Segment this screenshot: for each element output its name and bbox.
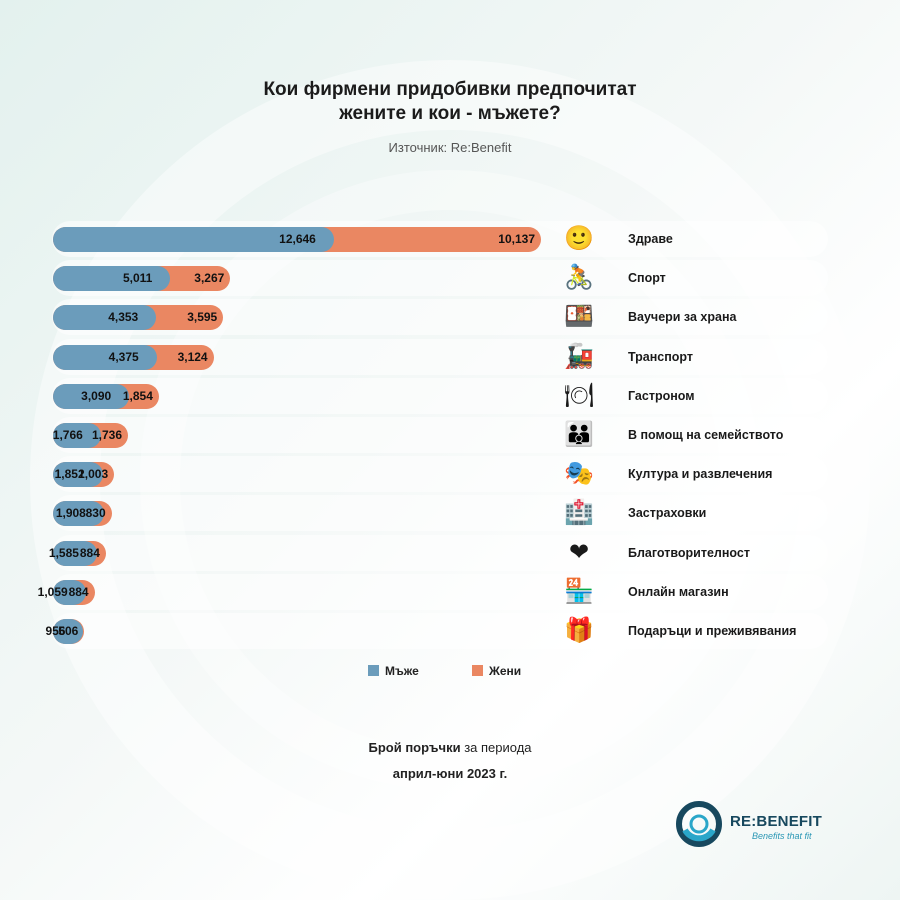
row-background [52, 378, 828, 414]
value-label-men: 1,852 [54, 467, 85, 481]
legend-men-swatch [368, 665, 379, 676]
category-label: Здраве [628, 232, 673, 246]
category-label: Транспорт [628, 350, 694, 364]
bar-men [53, 423, 101, 448]
caption-line-2: април-юни 2023 г. [392, 766, 508, 781]
category-icon: 🙂 [564, 225, 594, 252]
category-icon: 🚴 [564, 264, 594, 291]
value-label-men: 12,646 [279, 232, 316, 246]
bar-men [53, 266, 171, 291]
value-label-men: 4,353 [108, 310, 139, 324]
value-label-women: 506 [58, 624, 79, 638]
category-icon: 🎭 [564, 460, 594, 487]
category-label: Спорт [628, 271, 666, 285]
caption-rest: за периода [460, 740, 532, 755]
category-label: В помощ на семейството [628, 428, 784, 442]
value-label-women: 1,854 [122, 389, 153, 403]
value-label-men: 4,375 [108, 350, 139, 364]
category-icon: 🏥 [564, 499, 594, 526]
value-label-men: 1,766 [52, 428, 83, 442]
value-label-women: 1,003 [78, 467, 109, 481]
category-icon: 🎁 [564, 617, 594, 644]
value-label-men: 5,011 [122, 271, 153, 285]
row-background [52, 456, 828, 492]
value-label-women: 1,736 [91, 428, 122, 442]
category-icon: 🍱 [564, 303, 594, 330]
category-label: Ваучери за храна [628, 310, 737, 324]
bar-men [53, 619, 84, 644]
category-icon: 👪 [564, 421, 594, 448]
category-label: Онлайн магазин [628, 585, 729, 599]
bar-men [53, 345, 157, 370]
category-label: Култура и развлечения [628, 467, 773, 481]
value-label-men: 1,908 [55, 506, 86, 520]
category-icon: 🍽 [564, 382, 595, 409]
logo-name: RE:BENEFIT [730, 813, 822, 830]
legend-women-label: Жени [489, 664, 522, 678]
value-label-men: 3,090 [81, 389, 112, 403]
bar-men [53, 227, 334, 252]
chart-title: Кои фирмени придобивки предпочитат женит… [0, 78, 900, 126]
value-label-women: 10,137 [498, 232, 535, 246]
category-label: Подаръци и преживявания [628, 624, 797, 638]
row-background [52, 574, 828, 610]
title-line-2: жените и кои - мъжете? [339, 103, 561, 124]
legend-men: Мъже [368, 664, 419, 678]
value-label-women: 830 [85, 506, 106, 520]
value-label-women: 3,124 [177, 350, 208, 364]
category-label: Благотворителност [628, 546, 750, 560]
value-label-men: 1,059 [37, 585, 68, 599]
value-label-women: 884 [79, 546, 100, 560]
rebenefit-logo-icon [676, 801, 722, 847]
row-background [52, 417, 828, 453]
legend-women-swatch [472, 665, 483, 676]
bar-men [53, 541, 97, 566]
bar-men [53, 580, 86, 605]
category-label: Застраховки [628, 506, 707, 520]
row-background [52, 535, 828, 571]
caption-line-1: Брой поръчки за периода [0, 740, 900, 755]
value-label-women: 3,267 [194, 271, 225, 285]
value-label-men: 1,585 [48, 546, 79, 560]
bar-men [53, 462, 103, 487]
category-label: Гастроном [628, 389, 695, 403]
category-icon: 🚂 [564, 343, 594, 370]
value-label-women: 884 [68, 585, 89, 599]
bar-men [53, 501, 104, 526]
logo-tagline: Benefits that fit [752, 831, 812, 841]
source-text: Източник: Re:Benefit [388, 140, 512, 155]
category-icon: ❤ [568, 539, 590, 566]
value-label-women: 3,595 [187, 310, 218, 324]
row-background [52, 613, 828, 649]
legend-men-label: Мъже [385, 664, 419, 678]
category-icon: 🏪 [564, 578, 594, 605]
caption-bold: Брой поръчки [368, 740, 461, 755]
title-line-1: Кои фирмени придобивки предпочитат [263, 79, 637, 100]
bar-men [53, 305, 157, 330]
value-label-men: 956 [45, 624, 66, 638]
row-background [52, 495, 828, 531]
bar-men [53, 384, 130, 409]
legend-women: Жени [472, 664, 521, 678]
